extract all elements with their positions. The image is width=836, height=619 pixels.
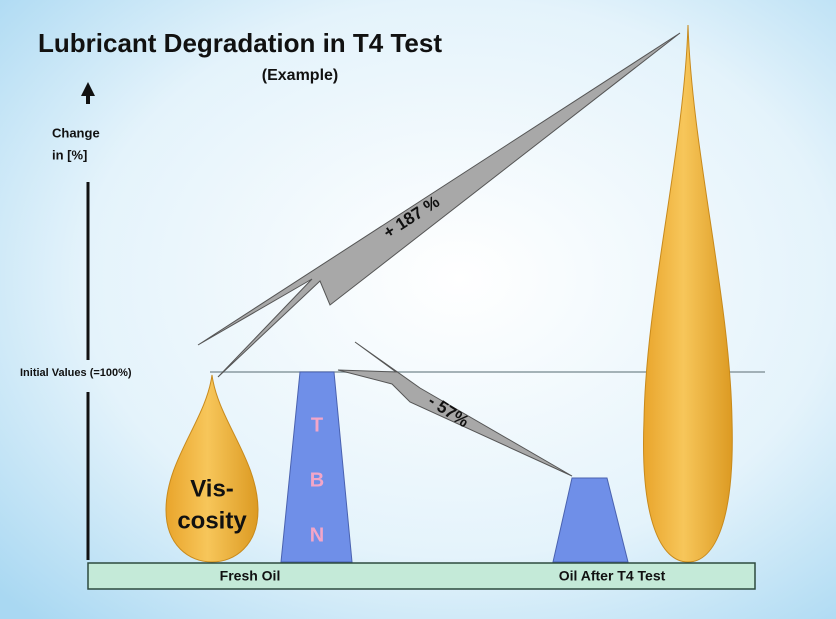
after-test-label: Oil After T4 Test <box>559 568 666 584</box>
tbn-letter: N <box>310 524 324 546</box>
tbn-letter: T <box>311 414 323 436</box>
fresh-oil-label: Fresh Oil <box>220 568 281 584</box>
tbn-letter: B <box>310 469 324 491</box>
title: Lubricant Degradation in T4 Test <box>38 28 442 58</box>
subtitle: (Example) <box>262 67 338 84</box>
axis-label: Change <box>52 125 100 140</box>
reference-label: Initial Values (=100%) <box>20 367 132 379</box>
viscosity-label: cosity <box>177 507 247 534</box>
viscosity-label: Vis- <box>190 475 234 502</box>
axis-label: in [%] <box>52 147 87 162</box>
diagram: Lubricant Degradation in T4 Test (Exampl… <box>0 0 836 619</box>
